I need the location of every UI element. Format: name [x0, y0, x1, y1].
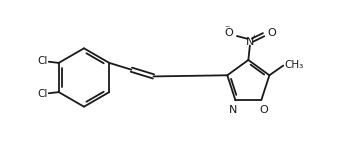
Text: O: O [267, 28, 276, 38]
Text: CH₃: CH₃ [285, 60, 304, 70]
Text: O: O [224, 28, 233, 38]
Text: Cl: Cl [37, 55, 48, 66]
Text: N: N [229, 105, 237, 115]
Text: N: N [246, 37, 254, 46]
Text: Cl: Cl [37, 89, 48, 100]
Text: O: O [259, 105, 268, 115]
Text: ⁻: ⁻ [225, 24, 230, 34]
Text: ⁺: ⁺ [252, 34, 257, 43]
